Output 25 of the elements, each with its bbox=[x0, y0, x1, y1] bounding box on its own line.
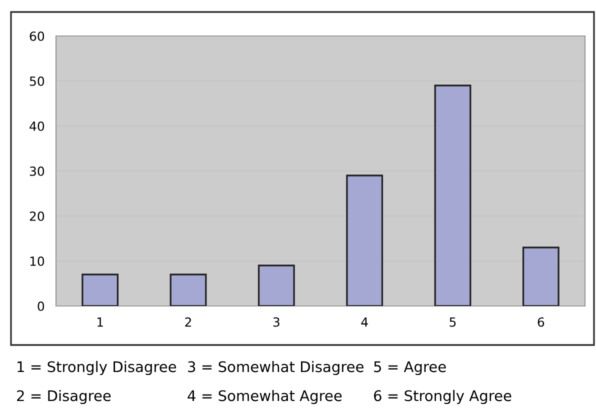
text: 6 = Strongly Agree bbox=[374, 390, 512, 404]
y-tick-label: 40 bbox=[30, 121, 44, 131]
y-tick-label: 30 bbox=[30, 166, 44, 176]
bar bbox=[82, 274, 119, 306]
text: 1 = Strongly Disagree bbox=[18, 360, 176, 376]
y-tick-label: 60 bbox=[30, 31, 44, 41]
y-tick-label: 10 bbox=[30, 256, 44, 266]
x-tick-label: 5 bbox=[450, 317, 456, 327]
bar bbox=[170, 274, 207, 306]
x-tick-label: 1 bbox=[97, 317, 103, 327]
x-tick-label: 3 bbox=[273, 317, 280, 327]
bar bbox=[258, 264, 295, 306]
y-tick-label: 20 bbox=[30, 211, 44, 221]
x-tick-label: 2 bbox=[185, 317, 191, 327]
x-tick-label: 4 bbox=[361, 317, 368, 327]
text: 4 = Somewhat Agree bbox=[188, 390, 342, 404]
bar bbox=[522, 246, 560, 306]
y-tick-label: 50 bbox=[30, 76, 44, 86]
bar bbox=[346, 174, 384, 306]
text: 5 = Agree bbox=[374, 361, 446, 376]
text: 3 = Somewhat Disagree bbox=[188, 360, 364, 376]
bar bbox=[434, 84, 472, 306]
y-tick-label: 0 bbox=[38, 301, 44, 311]
text: 2 = Disagree bbox=[17, 390, 111, 404]
x-tick-label: 6 bbox=[538, 317, 544, 327]
